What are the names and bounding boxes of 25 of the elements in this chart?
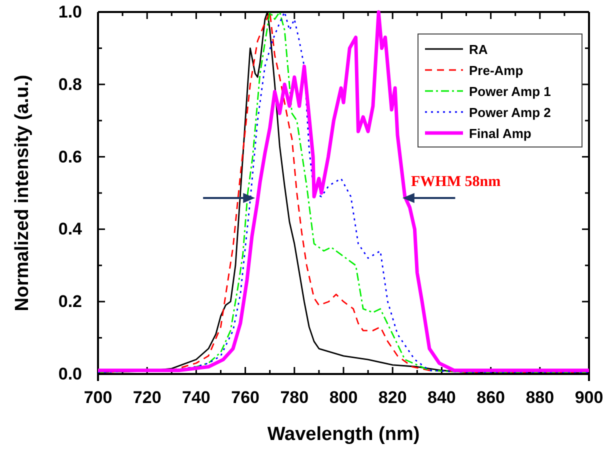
y-tick-label: 0.6 — [58, 147, 82, 166]
x-tick-label: 860 — [476, 388, 505, 408]
x-tick-label: 820 — [378, 388, 407, 408]
legend-label: Final Amp — [469, 126, 532, 141]
x-tick-label: 880 — [526, 388, 554, 408]
y-axis-title: Normalized intensity (a.u.) — [12, 74, 33, 312]
legend-label: RA — [469, 42, 488, 57]
y-tick-label: 0.4 — [58, 220, 83, 239]
x-tick-label: 800 — [329, 388, 358, 408]
x-tick-label: 740 — [182, 388, 210, 408]
x-tick-label: 840 — [428, 388, 456, 408]
annotation: FWHM 58nm — [411, 174, 502, 190]
x-tick-label: 700 — [84, 388, 112, 408]
legend-label: Power Amp 2 — [469, 105, 551, 120]
legend-label: Pre-Amp — [469, 63, 524, 78]
y-tick-label: 1.0 — [58, 2, 82, 22]
x-tick-label: 900 — [574, 388, 604, 408]
y-tick-label: 0.2 — [58, 292, 82, 312]
x-axis-title: Wavelength (nm) — [267, 424, 420, 445]
legend-label: Power Amp 1 — [469, 84, 551, 99]
x-tick-label: 780 — [280, 388, 309, 408]
y-tick-label: 0.0 — [58, 364, 82, 384]
x-tick-label: 720 — [132, 388, 162, 408]
y-tick-label: 0.8 — [58, 74, 82, 94]
x-tick-label: 760 — [231, 388, 260, 408]
